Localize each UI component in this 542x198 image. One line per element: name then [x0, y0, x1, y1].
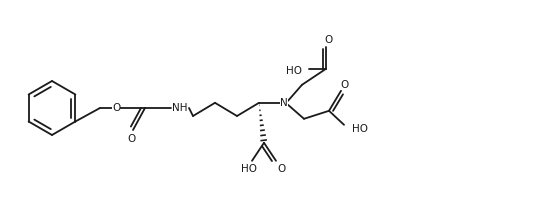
Text: O: O: [127, 134, 135, 144]
Text: O: O: [112, 103, 120, 113]
Text: HO: HO: [352, 124, 368, 134]
Text: O: O: [324, 35, 332, 45]
Text: N: N: [280, 98, 288, 108]
Text: O: O: [340, 80, 348, 90]
Text: HO: HO: [241, 164, 257, 174]
Text: HO: HO: [286, 66, 302, 76]
Text: NH: NH: [172, 103, 188, 113]
Text: O: O: [277, 164, 285, 174]
